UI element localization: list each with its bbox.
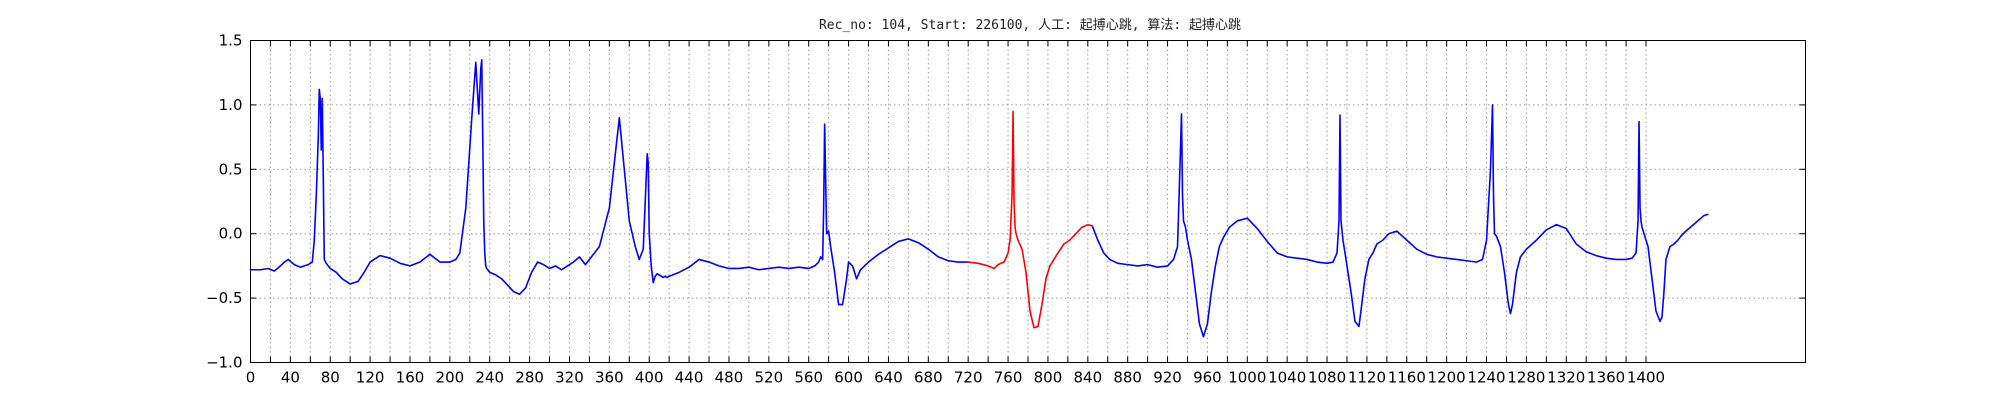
x-tick-label: 1320 [1547,369,1585,387]
x-tick-label: 1040 [1268,369,1306,387]
x-tick-label: 120 [356,369,385,387]
ecg-trace [1091,104,1709,338]
y-tick-label: 0.0 [219,225,243,243]
x-tick-label: 160 [396,369,425,387]
x-tick-label: 360 [595,369,624,387]
x-tick-label: 760 [994,369,1023,387]
x-tick-label: 400 [635,369,664,387]
x-tick-label: 1280 [1507,369,1545,387]
x-tick-label: 520 [755,369,784,387]
x-tick-label: 880 [1113,369,1142,387]
y-tick-label: 1.5 [219,32,243,50]
x-tick-label: 840 [1073,369,1102,387]
x-tick-label: 1160 [1388,369,1426,387]
x-tick-label: 640 [874,369,903,387]
x-tick-label: 480 [715,369,744,387]
x-tick-label: 800 [1034,369,1063,387]
x-tick-label: 440 [675,369,704,387]
x-tick-label: 1400 [1627,369,1665,387]
x-tick-label: 1240 [1467,369,1505,387]
ecg-trace-highlight [967,110,1094,329]
x-tick-label: 560 [794,369,823,387]
y-tick-label: −0.5 [206,289,242,307]
y-tick-label: 0.5 [219,160,243,178]
x-tick-label: 1200 [1428,369,1466,387]
ecg-traces [249,59,1709,338]
x-tick-label: 0 [246,369,256,387]
y-tick-label: 1.0 [219,96,243,114]
x-axis-ticks: 0 40 80 120 160 200 240 280 320 360 400 440 480 520 56… [246,40,1665,387]
x-tick-label: 320 [555,369,584,387]
y-tick-label: −1.0 [206,354,242,372]
x-tick-label: 920 [1153,369,1182,387]
chart-title: Rec_no: 104, Start: 226100, 人工: 起搏心跳, 算法… [819,17,1241,33]
x-tick-label: 280 [515,369,544,387]
x-tick-label: 1120 [1348,369,1386,387]
ecg-trace [249,59,969,306]
x-tick-label: 1000 [1228,369,1266,387]
x-tick-label: 1360 [1587,369,1625,387]
x-tick-label: 240 [475,369,504,387]
x-tick-label: 40 [281,369,300,387]
x-tick-label: 680 [914,369,943,387]
x-tick-label: 960 [1193,369,1222,387]
y-axis-ticks: −1.0 −0.5 0.0 0.5 1.0 1.5 [206,32,1806,372]
x-tick-label: 80 [321,369,340,387]
x-tick-label: 1080 [1308,369,1346,387]
x-tick-label: 200 [436,369,465,387]
x-tick-label: 600 [834,369,863,387]
x-tick-label: 720 [954,369,983,387]
